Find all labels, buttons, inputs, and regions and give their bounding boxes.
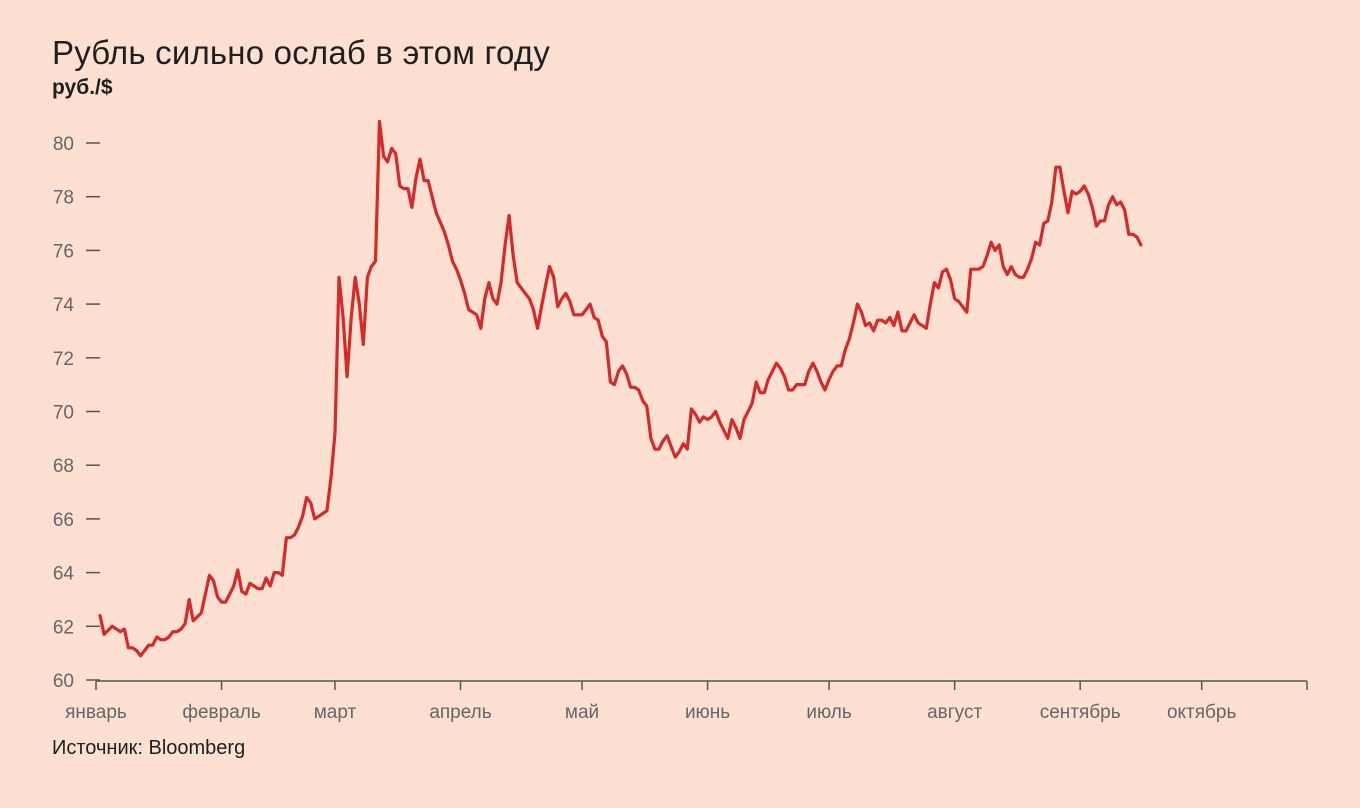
y-tick-label: 66 [53,510,74,531]
x-tick-label: июль [806,702,852,723]
y-tick-label: 72 [53,349,74,370]
x-tick-label: октябрь [1167,702,1237,723]
x-tick-label: апрель [429,702,491,723]
series-group [98,119,1143,658]
y-tick-label: 70 [53,403,74,424]
y-tick-label: 74 [53,295,75,316]
y-axis-unit-label: руб./$ [52,76,113,99]
chart-title: Рубль сильно ослаб в этом году [52,34,551,71]
x-tick-label: январь [65,702,127,723]
y-tick-label: 60 [53,671,74,692]
y-axis: 60 62 64 66 68 70 72 74 76 78 80 [53,134,100,692]
series-line [98,119,1143,658]
y-tick-label: 68 [53,456,74,477]
x-tick-label: март [314,702,357,723]
x-axis: январь февраль март апрель май июнь июль август… [65,680,1308,723]
x-tick-label: август [927,702,982,723]
y-tick-label: 80 [53,134,74,155]
y-tick-label: 64 [53,564,75,585]
source-note: Источник: Bloomberg [52,737,246,759]
x-tick-label: май [565,702,599,723]
x-tick-label: сентябрь [1040,702,1121,723]
x-tick-label: февраль [182,702,261,723]
x-tick-label: июнь [685,702,730,723]
y-tick-label: 76 [53,241,74,262]
y-tick-label: 78 [53,188,74,209]
y-tick-label: 62 [53,617,74,638]
